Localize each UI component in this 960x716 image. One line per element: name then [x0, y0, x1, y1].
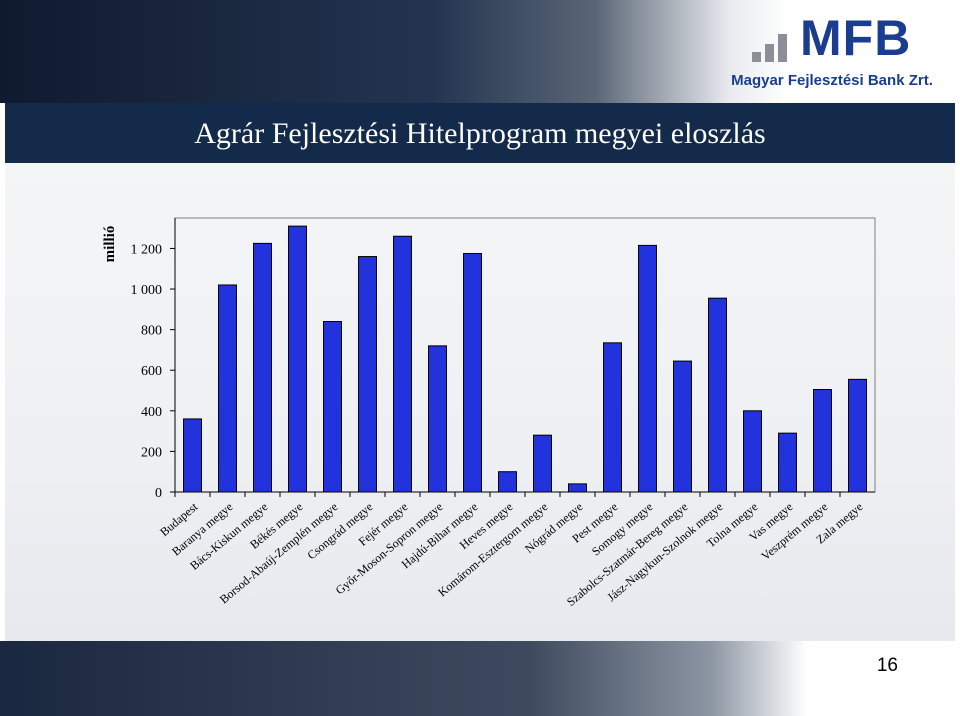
- footer-band: [0, 641, 960, 716]
- bar: [253, 242, 272, 493]
- bar: [498, 471, 517, 493]
- bar: [603, 342, 622, 493]
- y-tick-label: 0: [155, 486, 162, 501]
- bar: [428, 345, 447, 493]
- title-bar: Agrár Fejlesztési Hitelprogram megyei el…: [5, 103, 955, 163]
- bar: [323, 321, 342, 493]
- bar: [708, 297, 727, 493]
- y-tick-label: 800: [141, 324, 162, 339]
- bar: [673, 360, 692, 493]
- bar: [288, 225, 307, 493]
- y-tick-label: 600: [141, 364, 162, 379]
- header-band: [0, 0, 960, 103]
- y-tick-label: 200: [141, 445, 162, 460]
- bar: [218, 284, 237, 493]
- bar: [568, 483, 587, 493]
- bar: [778, 432, 797, 493]
- y-tick-label: 1 200: [131, 242, 163, 257]
- bar: [813, 389, 832, 493]
- page-number: 16: [876, 655, 898, 676]
- bar: [358, 256, 377, 493]
- bar: [463, 253, 482, 493]
- y-tick-label: 400: [141, 405, 162, 420]
- plot-area: [174, 217, 876, 493]
- bar: [393, 235, 412, 493]
- y-tick-label: 1 000: [131, 283, 163, 298]
- logo-bars-icon: [752, 22, 802, 62]
- bar: [848, 378, 867, 493]
- mfb-logo: MFB Magyar Fejlesztési Bank Zrt.: [716, 8, 948, 100]
- bar: [183, 418, 202, 493]
- bar: [638, 244, 657, 493]
- logo-company-name: Magyar Fejlesztési Bank Zrt.: [731, 72, 933, 89]
- y-axis-label: millió: [102, 226, 118, 263]
- bar: [743, 410, 762, 493]
- bar: [533, 434, 552, 493]
- logo-mark: MFB: [800, 10, 912, 66]
- slide-title: Agrár Fejlesztési Hitelprogram megyei el…: [194, 117, 766, 150]
